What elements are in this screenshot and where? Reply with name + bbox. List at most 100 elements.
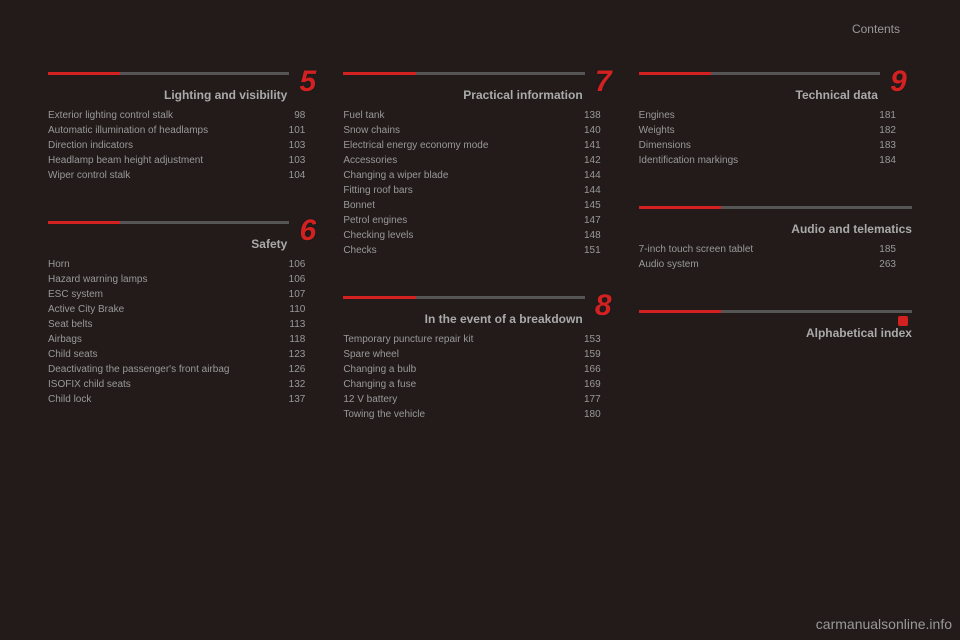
toc-row[interactable]: Changing a fuse169	[343, 377, 616, 392]
toc-label: ISOFIX child seats	[48, 377, 277, 392]
toc-row[interactable]: 7-inch touch screen tablet185	[639, 242, 912, 257]
toc-label: Snow chains	[343, 123, 572, 138]
toc-page: 113	[277, 317, 305, 332]
toc-row[interactable]: Active City Brake110	[48, 302, 321, 317]
toc-label: Exterior lighting control stalk	[48, 108, 277, 123]
toc-label: Towing the vehicle	[343, 407, 572, 422]
toc-row[interactable]: Exterior lighting control stalk98	[48, 108, 321, 123]
toc-label: 7-inch touch screen tablet	[639, 242, 868, 257]
content-columns: Lighting and visibility5 Exterior lightin…	[48, 70, 912, 458]
toc-row[interactable]: Seat belts113	[48, 317, 321, 332]
toc-page: 110	[277, 302, 305, 317]
toc-row[interactable]: 12 V battery177	[343, 392, 616, 407]
toc-row[interactable]: Direction indicators103	[48, 138, 321, 153]
toc-row[interactable]: Child seats123	[48, 347, 321, 362]
toc-row[interactable]: ISOFIX child seats132	[48, 377, 321, 392]
column-1: Practical information7 Fuel tank138Snow c…	[343, 70, 616, 458]
toc-row[interactable]: Child lock137	[48, 392, 321, 407]
section-header: Practical information7	[343, 70, 616, 100]
toc-label: Temporary puncture repair kit	[343, 332, 572, 347]
toc-label: Horn	[48, 257, 277, 272]
toc-label: Automatic illumination of headlamps	[48, 123, 277, 138]
toc-page: 166	[573, 362, 601, 377]
toc-row[interactable]: Deactivating the passenger's front airba…	[48, 362, 321, 377]
toc-row[interactable]: Electrical energy economy mode141	[343, 138, 616, 153]
toc-label: Electrical energy economy mode	[343, 138, 572, 153]
section-header: In the event of a breakdown8	[343, 294, 616, 324]
toc-row[interactable]: Headlamp beam height adjustment103	[48, 153, 321, 168]
section-title: Audio and telematics	[791, 222, 912, 236]
section-number: 8	[585, 288, 621, 324]
section-bar	[639, 206, 912, 209]
section-bar	[639, 310, 912, 313]
toc-page: 103	[277, 138, 305, 153]
toc-row[interactable]: Audio system263	[639, 257, 912, 272]
toc-label: Dimensions	[639, 138, 868, 153]
toc-page: 145	[573, 198, 601, 213]
toc-label: Direction indicators	[48, 138, 277, 153]
toc-row[interactable]: Wiper control stalk104	[48, 168, 321, 183]
section-bar	[48, 221, 289, 224]
toc-row[interactable]: ESC system107	[48, 287, 321, 302]
toc-label: Active City Brake	[48, 302, 277, 317]
toc-row[interactable]: Engines181	[639, 108, 912, 123]
toc-row[interactable]: Fitting roof bars144	[343, 183, 616, 198]
section-header: Audio and telematics	[639, 204, 912, 234]
toc-label: Wiper control stalk	[48, 168, 277, 183]
toc-page: 148	[573, 228, 601, 243]
toc-page: 182	[868, 123, 896, 138]
section-number: 7	[585, 64, 621, 100]
section-title: Practical information	[463, 88, 582, 102]
toc-section: Practical information7 Fuel tank138Snow c…	[343, 70, 616, 258]
toc-label: 12 V battery	[343, 392, 572, 407]
toc-label: Child lock	[48, 392, 277, 407]
toc-page: 159	[573, 347, 601, 362]
toc-page: 142	[573, 153, 601, 168]
toc-row[interactable]: Airbags118	[48, 332, 321, 347]
toc-page: 263	[868, 257, 896, 272]
toc-section: Audio and telematics 7-inch touch screen …	[639, 204, 912, 272]
section-title: Safety	[251, 237, 287, 251]
toc-row[interactable]: Automatic illumination of headlamps101	[48, 123, 321, 138]
toc-label: Hazard warning lamps	[48, 272, 277, 287]
toc-row[interactable]: Snow chains140	[343, 123, 616, 138]
toc-label: Changing a wiper blade	[343, 168, 572, 183]
toc-row[interactable]: Petrol engines147	[343, 213, 616, 228]
toc-row[interactable]: Weights182	[639, 123, 912, 138]
toc-page: 151	[573, 243, 601, 258]
toc-label: Child seats	[48, 347, 277, 362]
toc-label: Fitting roof bars	[343, 183, 572, 198]
toc-row[interactable]: Temporary puncture repair kit153	[343, 332, 616, 347]
toc-label: Petrol engines	[343, 213, 572, 228]
toc-row[interactable]: Changing a wiper blade144	[343, 168, 616, 183]
toc-row[interactable]: Checking levels148	[343, 228, 616, 243]
section-title: Alphabetical index	[806, 326, 912, 340]
toc-page: 103	[277, 153, 305, 168]
toc-page: 104	[277, 168, 305, 183]
toc-row[interactable]: Accessories142	[343, 153, 616, 168]
toc-row[interactable]: Dimensions183	[639, 138, 912, 153]
section-header: Technical data9	[639, 70, 912, 100]
toc-page: 118	[277, 332, 305, 347]
section-bar	[48, 72, 289, 75]
toc-page: 106	[277, 272, 305, 287]
toc-row[interactable]: Horn106	[48, 257, 321, 272]
page-label: Contents	[852, 22, 900, 36]
toc-row[interactable]: Identification markings184	[639, 153, 912, 168]
toc-page: 106	[277, 257, 305, 272]
toc-row[interactable]: Fuel tank138	[343, 108, 616, 123]
section-dot-icon	[898, 316, 908, 326]
toc-row[interactable]: Hazard warning lamps106	[48, 272, 321, 287]
toc-row[interactable]: Changing a bulb166	[343, 362, 616, 377]
toc-row[interactable]: Towing the vehicle180	[343, 407, 616, 422]
toc-row[interactable]: Checks151	[343, 243, 616, 258]
column-0: Lighting and visibility5 Exterior lightin…	[48, 70, 321, 458]
section-header: Lighting and visibility5	[48, 70, 321, 100]
toc-label: Spare wheel	[343, 347, 572, 362]
toc-label: Deactivating the passenger's front airba…	[48, 362, 277, 377]
toc-row[interactable]: Bonnet145	[343, 198, 616, 213]
toc-label: Changing a fuse	[343, 377, 572, 392]
toc-row[interactable]: Spare wheel159	[343, 347, 616, 362]
section-title: Technical data	[796, 88, 878, 102]
toc-page: 144	[573, 183, 601, 198]
